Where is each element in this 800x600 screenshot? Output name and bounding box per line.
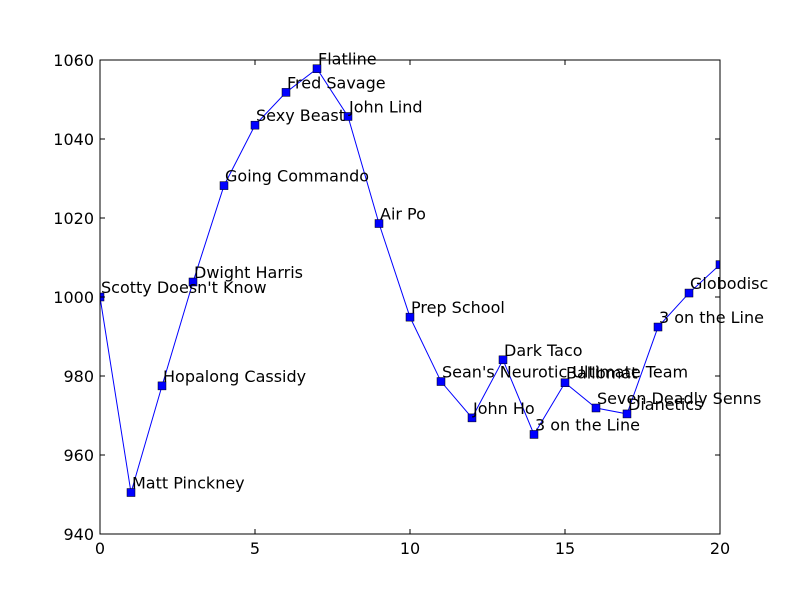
- x-tick-label: 15: [555, 539, 575, 558]
- point-label: Dwight Harris: [194, 263, 303, 282]
- data-point-marker: [219, 181, 229, 190]
- data-point-marker: [281, 88, 291, 97]
- series-layer: [100, 64, 720, 497]
- point-label: Hopalong Cassidy: [163, 367, 306, 386]
- data-point-marker: [374, 219, 384, 228]
- y-tick-label: 1000: [53, 288, 94, 307]
- data-point-marker: [436, 377, 446, 386]
- point-label: John Ho: [472, 399, 535, 418]
- point-label: Sexy Beast: [256, 106, 345, 125]
- y-tick-label: 1060: [53, 51, 94, 70]
- data-point-marker: [467, 413, 477, 423]
- point-label: John Lind: [348, 97, 423, 116]
- point-label-layer: Scotty Doesn't Know Matt Pinckney Hopalong…: [101, 50, 768, 493]
- y-tick-label: 1040: [53, 130, 94, 149]
- plot-area: [100, 60, 720, 534]
- x-tick-label: 5: [250, 539, 260, 558]
- point-label: 3 on the Line: [659, 308, 764, 327]
- axis-layer: 0 5 10 15 20 940 960 980 1000 1020 1040 1060: [53, 51, 730, 558]
- point-label: Sean's Neurotic Ultimate Team: [442, 363, 688, 382]
- y-tick-label: 960: [63, 446, 94, 465]
- point-label: Prep School: [411, 298, 505, 317]
- y-tick-label: 1020: [53, 209, 94, 228]
- data-point-marker: [560, 378, 570, 387]
- point-label: Flatline: [318, 50, 377, 69]
- data-point-marker: [653, 322, 663, 332]
- point-label: Scotty Doesn't Know: [101, 278, 267, 297]
- data-point-marker: [312, 64, 322, 73]
- y-tick-label: 940: [63, 525, 94, 544]
- data-point-marker: [126, 488, 136, 497]
- point-label: 3 on the Line: [535, 415, 640, 434]
- point-label: Going Commando: [225, 167, 369, 186]
- x-tick-label: 0: [95, 539, 105, 558]
- data-point-marker: [684, 288, 694, 298]
- data-point-marker: [157, 381, 167, 391]
- point-label: Seven Deadly Senns: [597, 389, 761, 408]
- data-point-marker: [591, 403, 601, 413]
- point-label: Dianetics: [628, 395, 702, 414]
- data-point-marker: [405, 312, 415, 322]
- data-point-marker: [343, 112, 353, 121]
- point-label: Dark Taco: [504, 341, 583, 360]
- point-label: Matt Pinckney: [132, 474, 245, 493]
- data-point-marker: [188, 277, 198, 287]
- data-point-marker: [529, 430, 539, 439]
- data-point-marker: [715, 260, 720, 269]
- point-label: Globodisc: [690, 274, 768, 293]
- y-tick-label: 980: [63, 367, 94, 386]
- point-label: Ballbmat: [566, 364, 638, 383]
- point-label: Air Po: [380, 205, 426, 224]
- point-label: Fred Savage: [287, 73, 386, 92]
- data-point-marker: [250, 120, 260, 130]
- data-point-marker: [622, 409, 632, 419]
- x-tick-label: 10: [400, 539, 420, 558]
- x-tick-label: 20: [710, 539, 730, 558]
- data-point-marker: [498, 355, 508, 365]
